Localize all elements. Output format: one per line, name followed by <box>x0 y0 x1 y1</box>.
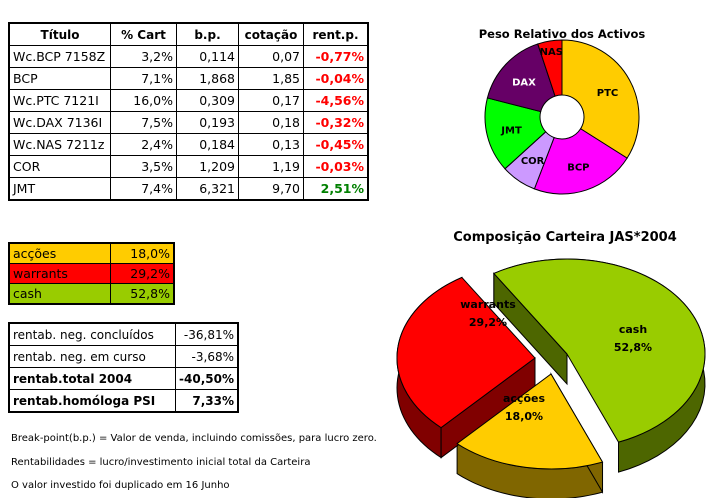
allocation-value: 52,8% <box>110 283 175 305</box>
pie3d-slice-warrants <box>396 276 536 429</box>
holding-row: Wc.BCP 7158Z 3,2% 0,114 0,07 -0,77% <box>8 45 369 68</box>
header-cart: % Cart <box>110 22 177 46</box>
donut-label: BCP <box>567 162 589 173</box>
donut-slice-jmt <box>484 97 547 170</box>
holding-row: BCP 7,1% 1,868 1,85 -0,04% <box>8 67 369 90</box>
returns-value: -40,50% <box>175 367 239 390</box>
donut-label: COR <box>521 156 545 167</box>
header-rent: rent.p. <box>303 22 369 46</box>
cell-titulo: Wc.NAS 7211z <box>8 133 111 156</box>
allocation-value: 29,2% <box>110 263 175 284</box>
donut-slice-nas <box>537 39 563 97</box>
cell-rent: -0,03% <box>303 155 369 178</box>
cell-rent: -0,04% <box>303 67 369 90</box>
allocation-row: warrants 29,2% <box>8 263 175 284</box>
allocation-row: cash 52,8% <box>8 283 175 305</box>
returns-label: rentab. neg. em curso <box>8 345 176 368</box>
cell-cotacao: 1,19 <box>238 155 304 178</box>
donut-label: PTC <box>597 88 619 99</box>
returns-label: rentab.total 2004 <box>8 367 176 390</box>
cell-titulo: BCP <box>8 67 111 90</box>
holdings-table: Título % Cart b.p. cotação rent.p. Wc.BC… <box>8 22 369 201</box>
returns-label: rentab.homóloga PSI <box>8 389 176 413</box>
holding-row: JMT 7,4% 6,321 9,70 2,51% <box>8 177 369 201</box>
allocation-value: 18,0% <box>110 242 175 264</box>
cell-rent: -0,77% <box>303 45 369 68</box>
holding-row: Wc.DAX 7136I 7,5% 0,193 0,18 -0,32% <box>8 111 369 134</box>
allocation-label: warrants <box>8 263 111 284</box>
note-rentabilidades: Rentabilidades = lucro/investimento inic… <box>11 457 311 468</box>
cell-titulo: Wc.BCP 7158Z <box>8 45 111 68</box>
returns-value: 7,33% <box>175 389 239 413</box>
returns-table: rentab. neg. concluídos -36,81% rentab. ne… <box>8 322 239 413</box>
cell-bp: 0,309 <box>176 89 239 112</box>
allocation-label: acções <box>8 242 111 264</box>
cell-cart: 3,5% <box>110 155 177 178</box>
pie3d-value: 18,0% <box>505 410 543 423</box>
donut-slice-dax <box>486 43 556 113</box>
pie-3d-chart: cash 52,8% acções 18,0% warrants 29,2% <box>396 258 706 498</box>
pie3d-value: 52,8% <box>614 341 652 354</box>
donut-label: JMT <box>500 126 522 137</box>
note-breakpoint: Break-point(b.p.) = Valor de venda, incl… <box>11 433 377 444</box>
cell-rent: -0,32% <box>303 111 369 134</box>
pie3d-slice-acções <box>456 373 604 470</box>
holdings-header-row: Título % Cart b.p. cotação rent.p. <box>8 22 369 46</box>
donut-chart-title: Peso Relativo dos Activos <box>478 27 646 41</box>
cell-cotacao: 9,70 <box>238 177 304 201</box>
pie3d-label: cash <box>619 323 647 336</box>
pie3d-slice-cash <box>493 258 706 443</box>
donut-label: DAX <box>512 78 536 89</box>
allocation-row: acções 18,0% <box>8 242 175 264</box>
allocation-table: acções 18,0% warrants 29,2% cash 52,8% <box>8 242 175 305</box>
holding-row: Wc.PTC 7121I 16,0% 0,309 0,17 -4,56% <box>8 89 369 112</box>
cell-bp: 0,184 <box>176 133 239 156</box>
returns-row: rentab. neg. em curso -3,68% <box>8 345 239 368</box>
holding-row: COR 3,5% 1,209 1,19 -0,03% <box>8 155 369 178</box>
donut-label: NAS <box>540 47 563 58</box>
pie3d-value: 29,2% <box>469 316 507 329</box>
pie3d-label: warrants <box>460 298 516 311</box>
cell-cart: 7,4% <box>110 177 177 201</box>
cell-rent: 2,51% <box>303 177 369 201</box>
donut-slice-bcp <box>533 128 628 195</box>
returns-value: -3,68% <box>175 345 239 368</box>
allocation-label: cash <box>8 283 111 305</box>
cell-cotacao: 1,85 <box>238 67 304 90</box>
note-investido: O valor investido foi duplicado em 16 Ju… <box>11 480 230 491</box>
holding-row: Wc.NAS 7211z 2,4% 0,184 0,13 -0,45% <box>8 133 369 156</box>
pie3d-label: acções <box>503 392 545 405</box>
cell-bp: 1,868 <box>176 67 239 90</box>
returns-row: rentab.homóloga PSI 7,33% <box>8 389 239 413</box>
cell-bp: 6,321 <box>176 177 239 201</box>
cell-titulo: JMT <box>8 177 111 201</box>
returns-value: -36,81% <box>175 322 239 346</box>
pie-chart-title: Composição Carteira JAS*2004 <box>453 230 677 245</box>
returns-row: rentab.total 2004 -40,50% <box>8 367 239 390</box>
donut-chart: PTC BCP COR JMT DAX NAS <box>484 39 640 195</box>
cell-bp: 1,209 <box>176 155 239 178</box>
